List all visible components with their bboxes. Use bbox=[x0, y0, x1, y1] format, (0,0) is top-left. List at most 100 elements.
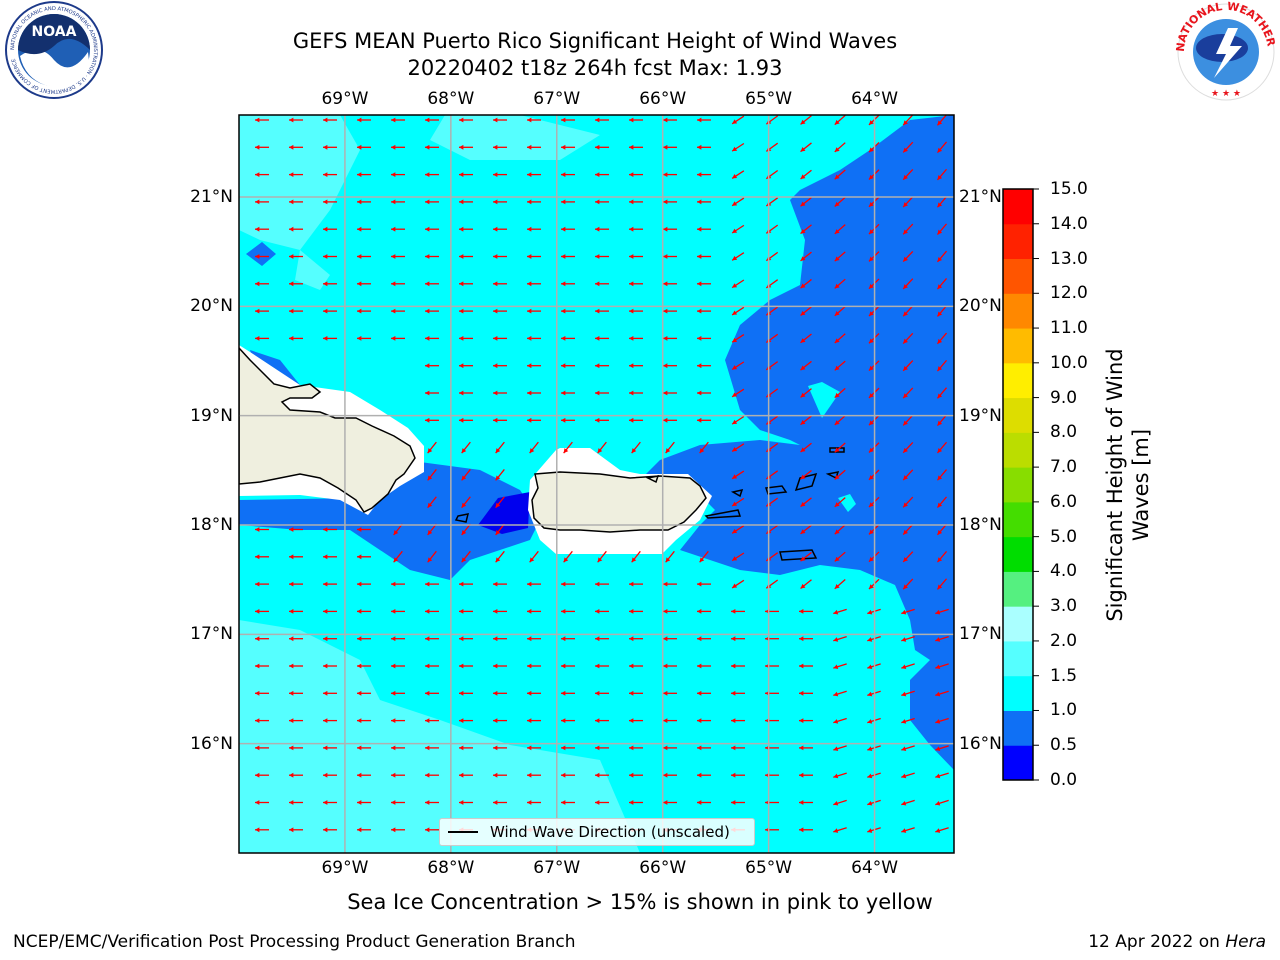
wave-direction-arrow bbox=[902, 414, 914, 426]
wave-direction-arrow bbox=[561, 172, 575, 177]
wave-direction-arrow bbox=[595, 745, 609, 751]
colorbar-tick-label: 8.0 bbox=[1050, 422, 1078, 443]
wave-direction-arrow bbox=[935, 772, 949, 779]
wave-direction-arrow bbox=[425, 281, 439, 287]
wave-direction-arrow bbox=[936, 469, 948, 481]
wave-direction-arrow bbox=[800, 442, 812, 453]
wave-direction-arrow bbox=[425, 254, 439, 259]
wave-direction-arrow bbox=[936, 196, 948, 208]
wave-direction-arrow bbox=[493, 390, 507, 396]
wave-direction-arrow bbox=[561, 745, 575, 751]
wave-direction-arrow bbox=[563, 550, 573, 563]
noaa-logo-text: NOAA bbox=[32, 24, 77, 40]
wave-direction-arrow bbox=[902, 578, 914, 590]
wave-direction-arrow bbox=[255, 663, 269, 669]
lat-label-right: 21°N bbox=[959, 187, 1002, 207]
wave-direction-arrow bbox=[936, 115, 948, 126]
wave-direction-arrow bbox=[595, 226, 609, 232]
wave-direction-arrow bbox=[425, 690, 439, 696]
wave-direction-arrow bbox=[902, 442, 914, 454]
wave-direction-arrow bbox=[731, 525, 745, 534]
wave-direction-arrow bbox=[529, 441, 539, 454]
wave-direction-arrow bbox=[731, 361, 745, 371]
wave-direction-arrow bbox=[357, 663, 371, 669]
lat-label-right: 20°N bbox=[959, 296, 1002, 317]
wave-direction-arrow bbox=[527, 336, 541, 341]
wave-direction-arrow bbox=[425, 144, 439, 150]
wave-direction-arrow bbox=[323, 144, 337, 150]
wave-direction-arrow bbox=[901, 636, 915, 642]
wave-direction-arrow bbox=[425, 609, 439, 614]
lon-label-top: 67°W bbox=[533, 89, 581, 109]
wave-direction-arrow bbox=[357, 254, 371, 259]
wave-direction-arrow bbox=[834, 578, 846, 590]
colorbar-tick-label: 14.0 bbox=[1050, 213, 1088, 234]
wave-direction-arrow bbox=[595, 254, 609, 259]
wave-direction-arrow bbox=[834, 278, 846, 289]
footer-host: Hera bbox=[1225, 932, 1266, 952]
wave-direction-arrow bbox=[936, 168, 948, 181]
wave-direction-arrow bbox=[391, 254, 405, 259]
wave-direction-arrow bbox=[697, 745, 711, 751]
wave-direction-arrow bbox=[800, 251, 812, 262]
wave-direction-arrow bbox=[697, 308, 711, 314]
wave-direction-arrow bbox=[289, 772, 303, 778]
wave-direction-arrow bbox=[425, 363, 439, 369]
wave-direction-arrow bbox=[563, 441, 573, 454]
legend-label: Wind Wave Direction (unscaled) bbox=[490, 823, 730, 841]
wave-direction-arrow bbox=[800, 115, 812, 125]
colorbar-tick-label: 0.0 bbox=[1050, 770, 1078, 790]
wave-direction-arrow bbox=[391, 772, 405, 778]
wave-direction-arrow bbox=[357, 281, 371, 287]
wave-direction-arrow bbox=[459, 609, 473, 614]
wave-direction-arrow bbox=[595, 199, 609, 205]
wave-direction-arrow bbox=[357, 581, 371, 587]
wave-direction-arrow bbox=[425, 417, 439, 423]
wave-direction-arrow bbox=[663, 636, 677, 642]
wave-direction-arrow bbox=[391, 745, 405, 751]
wave-direction-arrow bbox=[561, 636, 575, 642]
wave-direction-arrow bbox=[902, 551, 914, 563]
wave-direction-arrow bbox=[289, 718, 303, 723]
lon-label-bottom: 68°W bbox=[427, 858, 475, 878]
wave-direction-arrow bbox=[527, 117, 541, 123]
wave-direction-arrow bbox=[493, 718, 507, 723]
wave-direction-arrow bbox=[663, 336, 677, 341]
wave-direction-arrow bbox=[902, 196, 914, 208]
wave-direction-arrow bbox=[323, 581, 337, 587]
wave-direction-arrow bbox=[663, 609, 677, 614]
wave-direction-arrow bbox=[629, 663, 643, 669]
wave-direction-arrow bbox=[493, 226, 507, 232]
title-line-1: GEFS MEAN Puerto Rico Significant Height… bbox=[292, 29, 898, 53]
wave-direction-arrow bbox=[255, 690, 269, 696]
wave-direction-arrow bbox=[289, 663, 303, 669]
wave-direction-arrow bbox=[936, 496, 948, 508]
wave-direction-arrow bbox=[833, 799, 847, 806]
wave-direction-arrow bbox=[495, 523, 505, 536]
wave-direction-arrow bbox=[527, 308, 541, 314]
wave-direction-arrow bbox=[289, 308, 303, 314]
wave-direction-arrow bbox=[493, 117, 507, 123]
wave-direction-arrow bbox=[800, 306, 812, 316]
chart-title: GEFS MEAN Puerto Rico Significant Height… bbox=[0, 28, 1190, 82]
wave-direction-arrow bbox=[527, 417, 541, 423]
wave-direction-arrow bbox=[289, 281, 303, 287]
wave-direction-arrow bbox=[901, 745, 915, 751]
wave-direction-arrow bbox=[495, 550, 505, 563]
wave-direction-arrow bbox=[731, 800, 745, 805]
wave-direction-arrow bbox=[527, 745, 541, 751]
wave-direction-arrow bbox=[800, 360, 812, 371]
wave-direction-arrow bbox=[629, 690, 643, 696]
wave-direction-arrow bbox=[425, 663, 439, 669]
wave-direction-arrow bbox=[561, 800, 575, 805]
wave-direction-arrow bbox=[629, 226, 643, 232]
wave-direction-arrow bbox=[629, 254, 643, 259]
wave-direction-arrow bbox=[391, 800, 405, 805]
lon-label-bottom: 69°W bbox=[321, 858, 369, 878]
wave-direction-arrow bbox=[427, 469, 437, 481]
wave-direction-arrow bbox=[731, 252, 745, 261]
wave-direction-arrow bbox=[833, 663, 847, 670]
wave-direction-arrow bbox=[425, 226, 439, 232]
wave-direction-arrow bbox=[629, 718, 643, 723]
wave-direction-arrow bbox=[731, 470, 745, 480]
